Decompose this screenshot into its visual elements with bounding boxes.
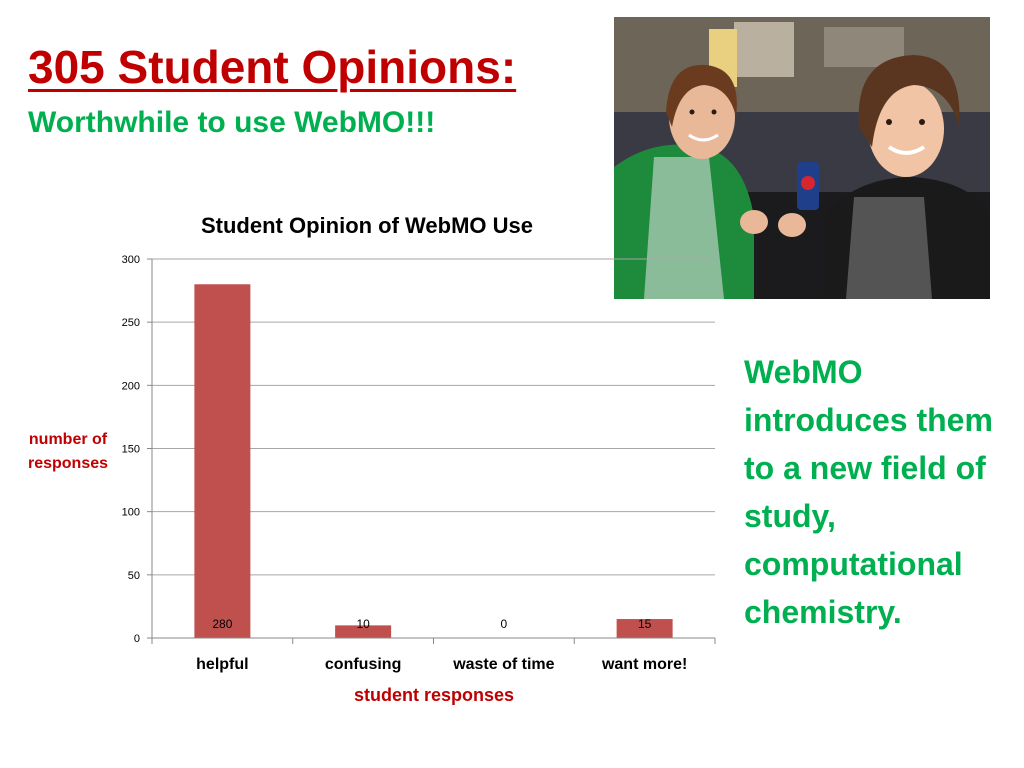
data-label: 15	[638, 617, 652, 631]
x-tick-labels: helpful confusing waste of time want more!	[196, 656, 687, 673]
side-note: WebMO introduces them to a new field of …	[744, 354, 993, 630]
bars	[194, 284, 673, 638]
y-axis-label-line1: number of	[29, 431, 108, 448]
bar-chart: Student Opinion of WebMO Use 05010015020…	[28, 213, 716, 705]
y-tick-label: 100	[122, 507, 140, 519]
y-tick-label: 150	[122, 444, 140, 456]
photo-students-thumbs-up	[614, 17, 990, 299]
y-tick-label: 200	[122, 380, 140, 392]
slide-title: 305 Student Opinions:	[28, 41, 517, 93]
chart-title: Student Opinion of WebMO Use	[201, 213, 533, 238]
slide-subtitle: Worthwhile to use WebMO!!!	[28, 106, 436, 139]
data-labels: 280 10 0 15	[212, 617, 651, 631]
y-tick-label: 0	[134, 633, 140, 645]
bar	[335, 625, 392, 638]
x-tick-label: waste of time	[452, 656, 554, 673]
y-tick-label: 300	[122, 254, 140, 266]
y-tick-label: 50	[128, 570, 140, 582]
y-tick-label: 250	[122, 317, 140, 329]
x-tick-label: want more!	[601, 656, 687, 673]
x-tick-label: helpful	[196, 656, 248, 673]
data-label: 10	[356, 617, 370, 631]
data-label: 0	[501, 617, 508, 631]
bar	[194, 284, 251, 638]
data-label: 280	[212, 617, 232, 631]
y-tick-labels: 0 50 100 150 200 250 300	[122, 254, 140, 645]
x-axis-label: student responses	[354, 685, 514, 705]
y-axis-label-line2: responses	[28, 455, 108, 472]
x-tick-label: confusing	[325, 656, 401, 673]
bar	[616, 619, 673, 638]
